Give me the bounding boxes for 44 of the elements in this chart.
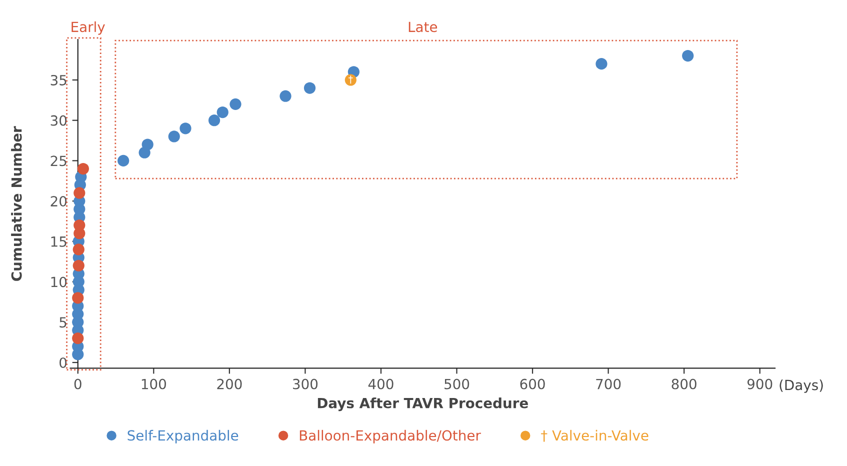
x-tick-label: 100	[142, 378, 166, 390]
x-tick-label: 900	[747, 378, 772, 390]
point	[230, 98, 242, 110]
y-axis-title: Cumulative Number	[11, 126, 22, 281]
text: Late	[408, 22, 438, 32]
point	[180, 122, 192, 134]
y-tick-label: 20	[50, 196, 67, 207]
x-tick-label: 400	[368, 378, 394, 390]
point	[77, 162, 89, 175]
legend-label: Balloon-Expandable/Other	[300, 430, 481, 444]
y-tick-label: 10	[51, 276, 67, 288]
text: (Days)	[780, 380, 823, 393]
point	[304, 82, 316, 94]
point	[74, 187, 86, 199]
x-tick-label: 600	[520, 378, 545, 390]
point	[168, 130, 180, 142]
x-tick-label: 700	[596, 378, 621, 390]
point	[72, 260, 84, 272]
x-tick-label: 800	[672, 378, 696, 390]
point	[208, 114, 220, 126]
annotation: †	[348, 76, 353, 84]
point	[72, 332, 84, 344]
point	[72, 292, 84, 304]
x-axis-title: Days After TAVR Procedure	[318, 398, 528, 412]
y-tick-label: 0	[60, 357, 67, 368]
legend-label: Self-Expandable	[128, 430, 238, 444]
point	[142, 138, 154, 150]
y-tick-label: 35	[50, 74, 66, 86]
point	[216, 106, 228, 118]
x-tick-label: 500	[444, 378, 470, 390]
y-tick-label: 5	[60, 317, 66, 328]
legend-label: † Valve-in-Valve	[541, 430, 648, 442]
y-tick-label: 25	[50, 156, 66, 166]
point	[72, 244, 84, 256]
point	[596, 58, 608, 70]
x-tick-label: 0	[74, 378, 82, 390]
x-tick-label: 200	[217, 378, 242, 390]
y-tick-label: 15	[51, 236, 66, 247]
y-tick-label: 30	[50, 115, 67, 126]
x-tick-label: 300	[293, 378, 318, 390]
text: Early	[72, 21, 105, 35]
point	[682, 50, 694, 62]
point	[280, 90, 292, 102]
point	[118, 154, 130, 166]
